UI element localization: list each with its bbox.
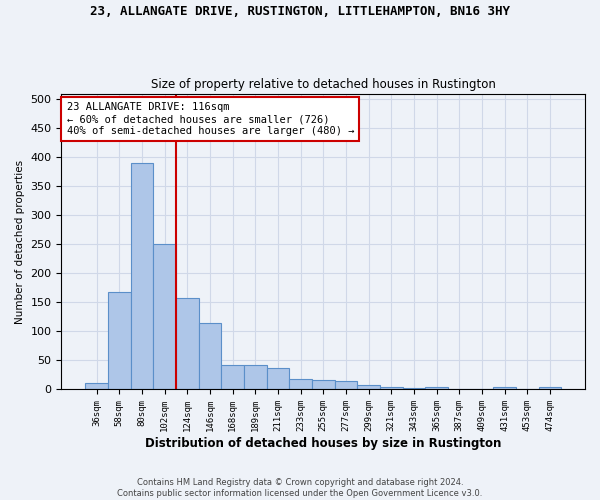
Bar bbox=[153, 244, 176, 390]
Bar bbox=[312, 380, 335, 390]
Text: Contains HM Land Registry data © Crown copyright and database right 2024.
Contai: Contains HM Land Registry data © Crown c… bbox=[118, 478, 482, 498]
Bar bbox=[221, 365, 244, 390]
Bar bbox=[85, 382, 108, 390]
Bar bbox=[425, 386, 448, 390]
Bar bbox=[199, 322, 221, 390]
Bar bbox=[403, 388, 425, 390]
Bar bbox=[108, 292, 131, 390]
Y-axis label: Number of detached properties: Number of detached properties bbox=[15, 160, 25, 324]
Bar bbox=[335, 381, 357, 390]
Text: 23, ALLANGATE DRIVE, RUSTINGTON, LITTLEHAMPTON, BN16 3HY: 23, ALLANGATE DRIVE, RUSTINGTON, LITTLEH… bbox=[90, 5, 510, 18]
X-axis label: Distribution of detached houses by size in Rustington: Distribution of detached houses by size … bbox=[145, 437, 502, 450]
Bar bbox=[539, 386, 561, 390]
Title: Size of property relative to detached houses in Rustington: Size of property relative to detached ho… bbox=[151, 78, 496, 91]
Bar bbox=[176, 298, 199, 390]
Text: 23 ALLANGATE DRIVE: 116sqm
← 60% of detached houses are smaller (726)
40% of sem: 23 ALLANGATE DRIVE: 116sqm ← 60% of deta… bbox=[67, 102, 354, 136]
Bar bbox=[380, 386, 403, 390]
Bar bbox=[131, 163, 153, 390]
Bar bbox=[244, 365, 266, 390]
Bar bbox=[266, 368, 289, 390]
Bar bbox=[493, 386, 516, 390]
Bar bbox=[289, 379, 312, 390]
Bar bbox=[357, 385, 380, 390]
